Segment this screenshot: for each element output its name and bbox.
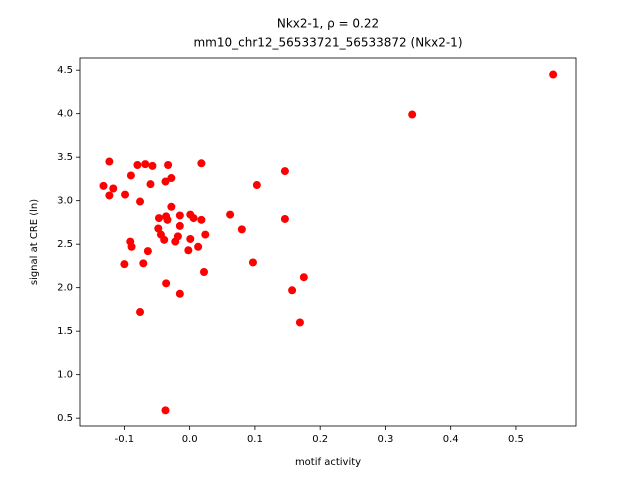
chart-subtitle: mm10_chr12_56533721_56533872 (Nkx2-1) (193, 36, 462, 50)
point (167, 202, 176, 211)
point (161, 406, 170, 415)
point (184, 246, 193, 255)
point (197, 215, 206, 224)
point (295, 318, 304, 327)
point (175, 289, 184, 298)
x-tick-label: -0.1 (115, 434, 135, 445)
point (148, 161, 157, 170)
y-axis-label: signal at CRE (ln) (29, 199, 40, 285)
point (226, 210, 235, 219)
x-axis-label: motif activity (295, 457, 361, 468)
y-tick-label: 0.5 (57, 413, 73, 424)
point (163, 215, 172, 224)
point (127, 242, 136, 251)
x-tick-label: 0.3 (377, 434, 393, 445)
point (141, 160, 150, 169)
point (154, 214, 163, 223)
point (189, 214, 198, 223)
point (175, 221, 184, 230)
point (280, 214, 289, 223)
point (154, 224, 163, 233)
y-tick-label: 2.5 (57, 239, 73, 250)
point (121, 190, 130, 199)
point (133, 161, 142, 170)
point (167, 174, 176, 183)
point (99, 181, 108, 190)
point (146, 180, 155, 189)
y-tick-label: 4.0 (57, 109, 73, 120)
x-tick-label: 0.4 (443, 434, 459, 445)
y-tick-label: 4.5 (57, 65, 73, 76)
point (136, 308, 145, 317)
point (139, 259, 148, 268)
y-tick-label: 2.0 (57, 283, 73, 294)
point (136, 197, 145, 206)
x-tick-label: 0.2 (312, 434, 328, 445)
point (160, 235, 169, 244)
point (194, 242, 203, 251)
x-tick-label: 0.5 (508, 434, 524, 445)
point (173, 232, 182, 241)
point (161, 177, 170, 186)
point (162, 279, 171, 288)
point (109, 184, 118, 193)
point (197, 159, 206, 168)
x-tick-label: 0.0 (182, 434, 198, 445)
point (299, 273, 308, 282)
point (175, 211, 184, 220)
point (120, 260, 129, 269)
x-tick-label: 0.1 (247, 434, 263, 445)
y-tick-label: 3.5 (57, 152, 73, 163)
point (237, 225, 246, 234)
point (408, 110, 417, 119)
point (186, 234, 195, 243)
point (288, 286, 297, 295)
y-tick-label: 1.0 (57, 370, 73, 381)
point (200, 268, 208, 277)
point (201, 230, 210, 239)
plot-frame (79, 57, 577, 427)
chart-title: Nkx2-1, ρ = 0.22 (277, 17, 379, 31)
point (280, 167, 289, 176)
point (549, 70, 558, 79)
point (143, 247, 152, 256)
point (105, 191, 114, 200)
point (126, 171, 135, 180)
y-tick-label: 3.0 (57, 196, 73, 207)
point (252, 181, 261, 190)
point (105, 157, 114, 166)
point (248, 258, 257, 267)
y-tick-label: 1.5 (57, 326, 73, 337)
point (164, 161, 173, 170)
